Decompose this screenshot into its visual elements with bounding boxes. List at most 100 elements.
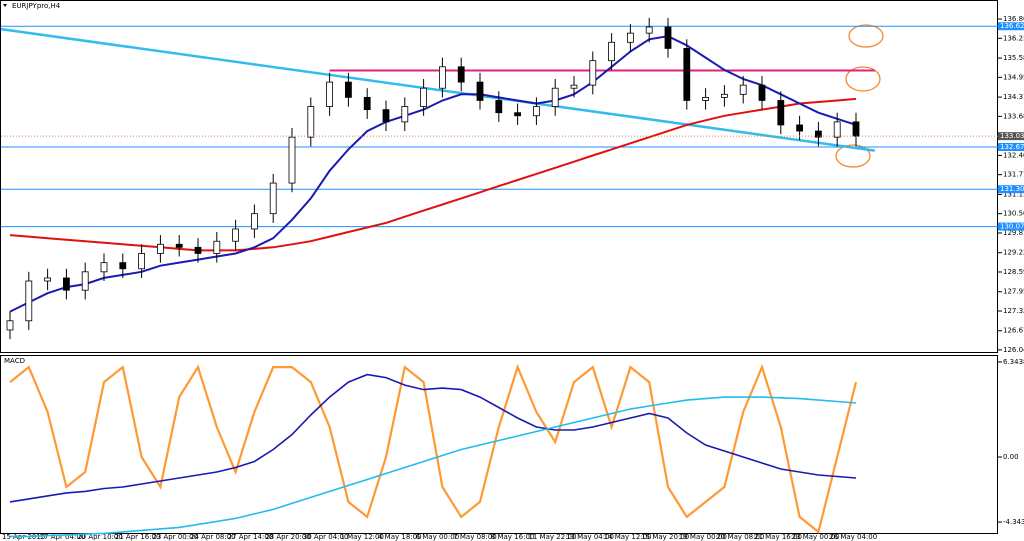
x-tick-label: 24 Apr 08:00 (190, 533, 236, 541)
candle-body (382, 109, 390, 123)
y-tick-label: 127.950 (1003, 288, 1024, 296)
trendline (0, 27, 875, 152)
x-tick-label: 17 Apr 04:00 (40, 533, 86, 541)
candle-body (608, 41, 615, 62)
y-tick-label: 131.130 (1003, 190, 1024, 198)
candle-body (63, 277, 70, 291)
y-tick-label: 127.320 (1003, 307, 1024, 315)
y-tick-label: 0.00 (1003, 453, 1019, 461)
x-tick-label: 11 May 22:00 (528, 533, 576, 541)
candle-body (438, 66, 446, 89)
candle-body (570, 84, 578, 89)
candle-body (514, 112, 521, 117)
candle-body (683, 48, 691, 101)
candle-body (194, 246, 202, 254)
x-tick-label: 4 May 18:00 (378, 533, 422, 541)
x-tick-label: 20 May 08:00 (716, 533, 764, 541)
y-tick-label: 133.680 (1003, 112, 1024, 120)
y-tick-label: 134.310 (1003, 93, 1024, 101)
x-tick-label: 7 May 08:00 (453, 533, 497, 541)
annotation-circle (848, 24, 884, 48)
candle-body (739, 84, 747, 95)
y-tick-label: 131.775 (1003, 171, 1024, 179)
y-tick-label: 134.955 (1003, 73, 1024, 81)
candle-body (344, 81, 352, 98)
candle-body (645, 26, 653, 34)
y-tick-label: 129.870 (1003, 229, 1024, 237)
x-tick-label: 1 May 12:00 (340, 533, 384, 541)
y-tick-label: 130.500 (1003, 210, 1024, 218)
candle-body (288, 136, 296, 184)
candle-body (495, 100, 503, 114)
candle-body (363, 96, 371, 111)
candle-body (326, 81, 334, 107)
y-tick-label: 132.405 (1003, 151, 1024, 159)
candle-body (627, 32, 634, 43)
candle-body (833, 121, 841, 138)
x-tick-label: 21 Apr 16:00 (115, 533, 161, 541)
candle-body (156, 243, 164, 254)
moving-average (9, 35, 857, 313)
x-tick-label: 23 May 00:00 (792, 533, 840, 541)
candle-body (664, 26, 672, 49)
candle-body (551, 87, 559, 107)
y-tick-label: 129.225 (1003, 249, 1024, 257)
candle-body (6, 320, 14, 331)
annotations (835, 24, 884, 168)
candle-body (777, 100, 785, 126)
indicator-line (10, 396, 857, 538)
level-label: 130.079 (1000, 223, 1024, 231)
candle-body (250, 213, 258, 230)
level-label: 131.300 (1000, 185, 1024, 193)
candle-body (758, 84, 766, 101)
candle-body (852, 121, 860, 137)
indicator-line (9, 363, 858, 534)
candle-body (100, 262, 108, 273)
x-tick-label: 28 Apr 20:00 (265, 533, 311, 541)
menu-icon (3, 4, 7, 7)
level-label: 132.679 (1000, 143, 1024, 151)
y-tick-label: 135.585 (1003, 54, 1024, 62)
indicator-line (9, 373, 857, 503)
candle-body (175, 243, 183, 248)
candle-body (815, 130, 822, 138)
level-label-box (998, 22, 1024, 31)
x-tick-label: 19 May 00:00 (679, 533, 727, 541)
x-tick-label: 15 May 20:00 (641, 533, 689, 541)
candle-body (44, 277, 51, 282)
candle-body (796, 124, 803, 132)
y-tick-label: 128.595 (1003, 268, 1024, 276)
candle-body (457, 66, 465, 83)
x-tick-label: 14 May 12:00 (604, 533, 652, 541)
x-tick-label: 6 May 00:00 (416, 533, 460, 541)
x-tick-label: 26 May 04:00 (829, 533, 877, 541)
level-label-box (998, 222, 1024, 231)
candle-body (269, 182, 277, 215)
x-tick-label: 21 May 16:00 (754, 533, 802, 541)
y-tick-label: 136.860 (1003, 15, 1024, 23)
y-tick-label: 126.049 (1003, 346, 1024, 354)
candle-body (119, 262, 127, 270)
x-tick-label: 23 Apr 00:00 (152, 533, 198, 541)
level-label-box (998, 185, 1024, 194)
y-tick-label: 136.230 (1003, 34, 1024, 42)
x-tick-label: 27 Apr 14:00 (228, 533, 274, 541)
candle-body (476, 81, 484, 101)
x-tick-label: 13 May 04:00 (566, 533, 614, 541)
level-label-box (998, 143, 1024, 152)
annotation-circle (835, 144, 871, 168)
candle-body (420, 87, 428, 107)
last-price-box (998, 132, 1024, 141)
candle-body (702, 96, 709, 101)
x-tick-label: 20 Apr 10:00 (77, 533, 123, 541)
price-panel (0, 0, 998, 353)
moving-average (9, 97, 857, 252)
candle-body (81, 271, 89, 291)
macd-panel (0, 355, 998, 534)
x-tick-label: 8 May 16:00 (491, 533, 535, 541)
candle-body (401, 106, 409, 123)
y-tick-label: 6.3438 (1003, 358, 1024, 366)
annotation-circle (845, 66, 881, 92)
